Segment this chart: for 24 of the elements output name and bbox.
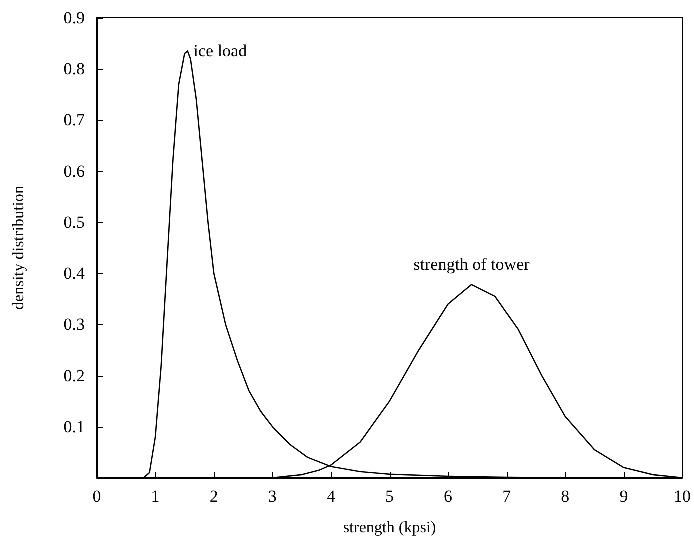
x-tick-label: 8: [561, 487, 570, 506]
series-label: ice load: [194, 42, 248, 61]
x-tick-label: 2: [210, 487, 218, 506]
y-axis-title: density distribution: [10, 186, 28, 310]
y-tick-label: 0.6: [64, 162, 85, 181]
y-tick-label: 0.8: [64, 60, 85, 79]
y-tick-label: 0.3: [64, 315, 85, 334]
y-tick-label: 0.4: [64, 264, 86, 284]
y-tick-label: 0.7: [64, 110, 86, 130]
x-axis-title: strength (kpsi): [343, 520, 436, 536]
y-tick-label: 0.5: [64, 212, 85, 232]
y-tick-label: 0.1: [64, 417, 85, 436]
x-tick-label: 4: [326, 487, 336, 506]
y-tick-label: 0.9: [64, 8, 85, 28]
x-tick-label: 5: [386, 487, 394, 506]
y-tick-label: 0.2: [64, 366, 85, 386]
x-tick-label: 3: [268, 487, 277, 506]
x-tick-label: 0: [92, 487, 102, 506]
x-tick-label: 7: [502, 487, 512, 506]
series-label: strength of tower: [414, 254, 530, 274]
x-tick-label: 9: [620, 487, 628, 506]
x-tick-label: 6: [444, 487, 453, 506]
x-tick-label: 10: [674, 487, 691, 506]
x-tick-label: 1: [151, 487, 160, 506]
